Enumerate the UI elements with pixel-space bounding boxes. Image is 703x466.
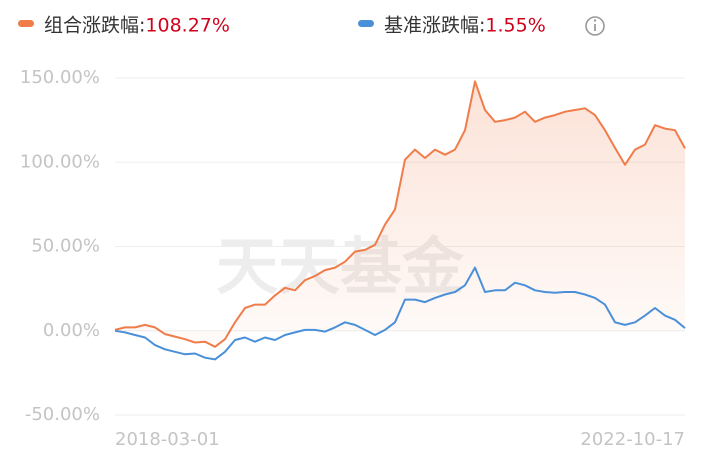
- line: [114, 266, 686, 361]
- x-tick-label: 2018-03-01: [115, 429, 220, 450]
- x-tick-label: 2022-10-17: [580, 429, 685, 450]
- legend-label: 组合涨跌幅:: [44, 15, 145, 37]
- legend-value: 1.55%: [485, 15, 545, 37]
- legend-value: 108.27%: [145, 15, 230, 37]
- y-tick-label: 0.00%: [43, 320, 100, 341]
- legend-label: 基准涨跌幅:: [384, 15, 485, 37]
- info-icon[interactable]: [585, 16, 605, 36]
- y-tick-label: 100.00%: [20, 151, 100, 172]
- legend-swatch: [358, 20, 374, 27]
- legend-swatch: [18, 20, 34, 27]
- area: [115, 81, 685, 347]
- y-tick-label: 50.00%: [31, 236, 100, 257]
- line: [114, 80, 686, 348]
- y-tick-label: -50.00%: [25, 404, 100, 425]
- y-tick-label: 150.00%: [20, 67, 100, 88]
